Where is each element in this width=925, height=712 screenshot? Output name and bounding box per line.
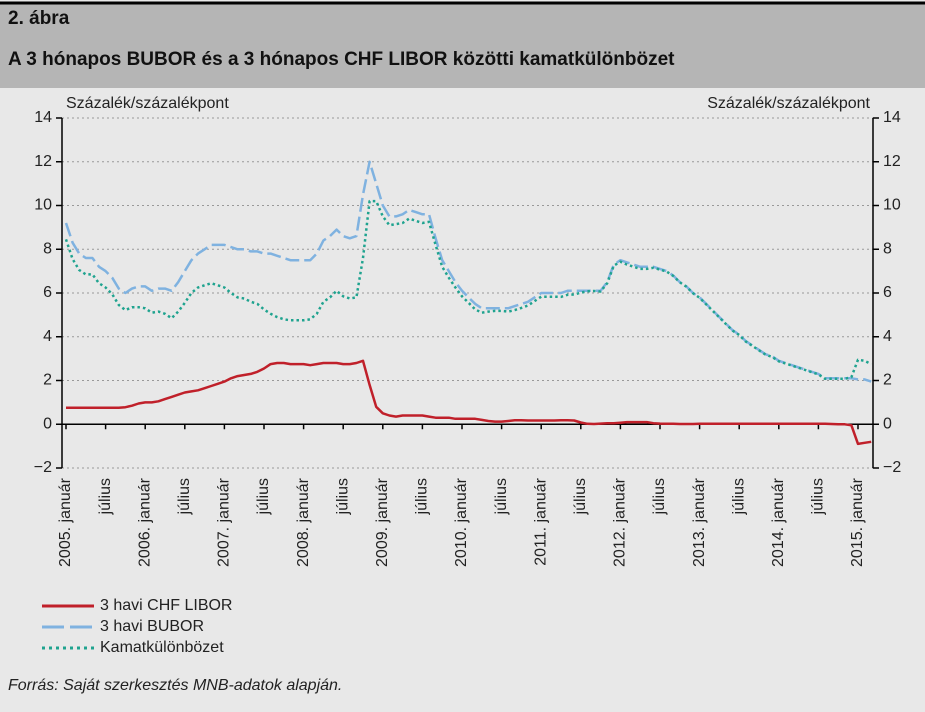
x-tick-label: július (97, 478, 114, 515)
y-tick-label: −2 (34, 459, 52, 476)
y-tick-label: 2 (43, 372, 52, 389)
y2-tick-label: 0 (883, 415, 892, 432)
y-tick-label: 8 (43, 240, 52, 257)
series-line (64, 160, 872, 383)
y-tick-label: 6 (43, 284, 52, 301)
x-tick-label: 2007. január (216, 477, 233, 567)
x-tick-label: július (334, 478, 351, 515)
y-tick-label: 10 (34, 197, 52, 214)
x-tick-label: 2010. január (453, 477, 470, 567)
y2-tick-label: 4 (883, 328, 892, 345)
y-tick-label: 14 (34, 109, 52, 126)
x-tick-label: 2012. január (612, 477, 629, 567)
y2-tick-label: 12 (883, 153, 901, 170)
x-tick-label: 2015. január (849, 477, 866, 567)
x-tick-label: 2013. január (691, 477, 708, 567)
figure-number: 2. ábra (8, 8, 70, 29)
legend-label: Kamatkülönbözet (100, 639, 224, 656)
x-tick-label: július (414, 478, 431, 515)
source-note: Forrás: Saját szerkesztés MNB-adatok ala… (8, 677, 342, 694)
y2-tick-label: 2 (883, 372, 892, 389)
series-line (66, 359, 872, 446)
x-tick-label: július (176, 478, 193, 515)
y2-tick-label: −2 (883, 459, 901, 476)
x-tick-label: július (810, 478, 827, 515)
y2-tick-label: 6 (883, 284, 892, 301)
legend-label: 3 havi CHF LIBOR (100, 597, 232, 614)
y-tick-label: 4 (43, 328, 52, 345)
x-tick-label: július (493, 478, 510, 515)
y2-tick-label: 14 (883, 109, 901, 126)
legend-label: 3 havi BUBOR (100, 618, 204, 635)
x-tick-label: 2006. január (136, 477, 153, 567)
header-band (0, 4, 925, 88)
chart-title: A 3 hónapos BUBOR és a 3 hónapos CHF LIB… (8, 49, 675, 70)
x-tick-label: 2008. január (295, 477, 312, 567)
y-tick-label: 12 (34, 153, 52, 170)
x-tick-label: július (730, 478, 747, 515)
y2-tick-label: 8 (883, 240, 892, 257)
y-axis-label: Százalék/százalékpont (66, 95, 229, 112)
y-tick-label: 0 (43, 415, 52, 432)
x-tick-label: 2014. január (770, 477, 787, 567)
x-tick-label: július (572, 478, 589, 515)
x-tick-label: 2011. január (532, 477, 549, 565)
x-tick-label: 2005. január (57, 477, 74, 567)
x-tick-label: július (651, 478, 668, 515)
y2-tick-label: 10 (883, 197, 901, 214)
y2-axis-label: Százalék/százalékpont (707, 95, 870, 112)
x-tick-label: 2009. január (374, 477, 391, 567)
x-tick-label: július (255, 478, 272, 515)
